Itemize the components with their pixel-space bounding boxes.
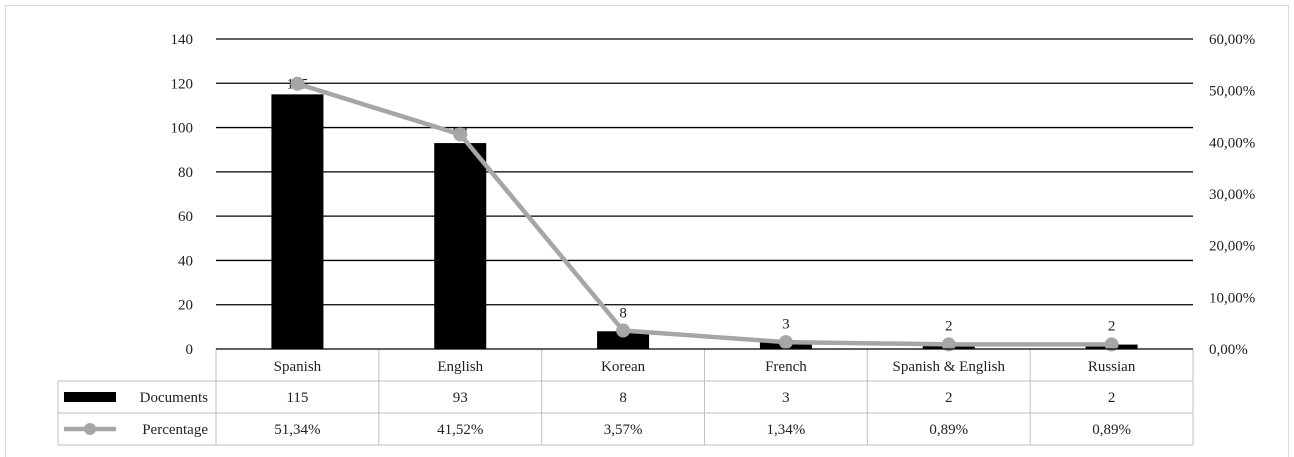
percentage-table-value: 1,34% [767,422,806,438]
percentage-table-value: 0,89% [1092,422,1131,438]
percentage-point [290,76,305,91]
y-right-tick-label: 30,00% [1209,187,1255,203]
y-right-tick-label: 60,00% [1209,32,1255,48]
percentage-legend-label: Percentage [142,422,208,438]
percentage-legend-marker [84,423,96,435]
documents-table-value: 115 [286,390,308,406]
y-left-tick-label: 40 [178,253,193,269]
y-left-tick-label: 20 [178,298,193,314]
bar-data-label: 8 [619,305,627,321]
y-right-tick-label: 20,00% [1209,239,1255,255]
documents-table-value: 2 [945,390,953,406]
bar-data-label: 2 [945,319,953,335]
y-right-tick-label: 0,00% [1209,342,1248,358]
y-right-tick-label: 10,00% [1209,290,1255,306]
percentage-point [616,323,631,338]
category-label: Korean [601,359,646,375]
y-left-tick-label: 100 [171,121,194,137]
percentage-point [941,337,956,352]
documents-table-value: 2 [1108,390,1116,406]
bar-data-label: 3 [782,316,790,332]
percentage-table-value: 3,57% [604,422,643,438]
percentage-table-value: 41,52% [437,422,483,438]
y-right-tick-label: 40,00% [1209,135,1255,151]
documents-table-value: 93 [453,390,468,406]
category-label: Spanish & English [892,359,1005,375]
y-left-tick-label: 0 [186,342,194,358]
documents-table-value: 3 [782,390,790,406]
bar-data-label: 2 [1108,319,1116,335]
y-left-tick-label: 80 [178,165,193,181]
percentage-table-value: 51,34% [274,422,320,438]
category-label: Russian [1088,359,1136,375]
bar [597,331,650,349]
documents-table-value: 8 [619,390,627,406]
percentage-table-value: 0,89% [929,422,968,438]
documents-legend-key [64,392,116,402]
documents-legend-label: Documents [140,390,208,406]
chart-border [5,5,1289,457]
bar [271,94,324,349]
y-left-tick-label: 120 [171,76,194,92]
y-right-tick-label: 50,00% [1209,84,1255,100]
percentage-point [1104,337,1119,352]
y-left-tick-label: 60 [178,209,193,225]
y-left-tick-label: 140 [171,32,194,48]
category-label: French [765,359,807,375]
percentage-line [296,81,1112,347]
percentage-point [778,335,793,350]
category-label: Spanish [274,359,322,375]
category-label: English [437,359,483,375]
bar [434,143,487,349]
percentage-point [453,127,468,142]
